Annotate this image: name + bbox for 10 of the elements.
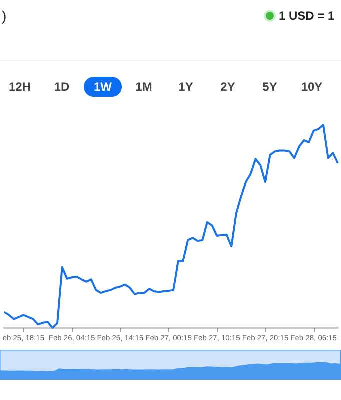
text: 1D xyxy=(53,79,71,96)
text: 1 USD = 1 xyxy=(279,9,335,23)
text: 10Y xyxy=(300,79,324,96)
text: 1M xyxy=(134,79,154,96)
text: 1W xyxy=(84,77,122,97)
text: 5Y xyxy=(262,79,278,96)
text: ) xyxy=(2,8,7,24)
text: 1Y xyxy=(178,79,194,96)
text: 2Y xyxy=(220,79,236,96)
text: 12H xyxy=(8,79,32,96)
